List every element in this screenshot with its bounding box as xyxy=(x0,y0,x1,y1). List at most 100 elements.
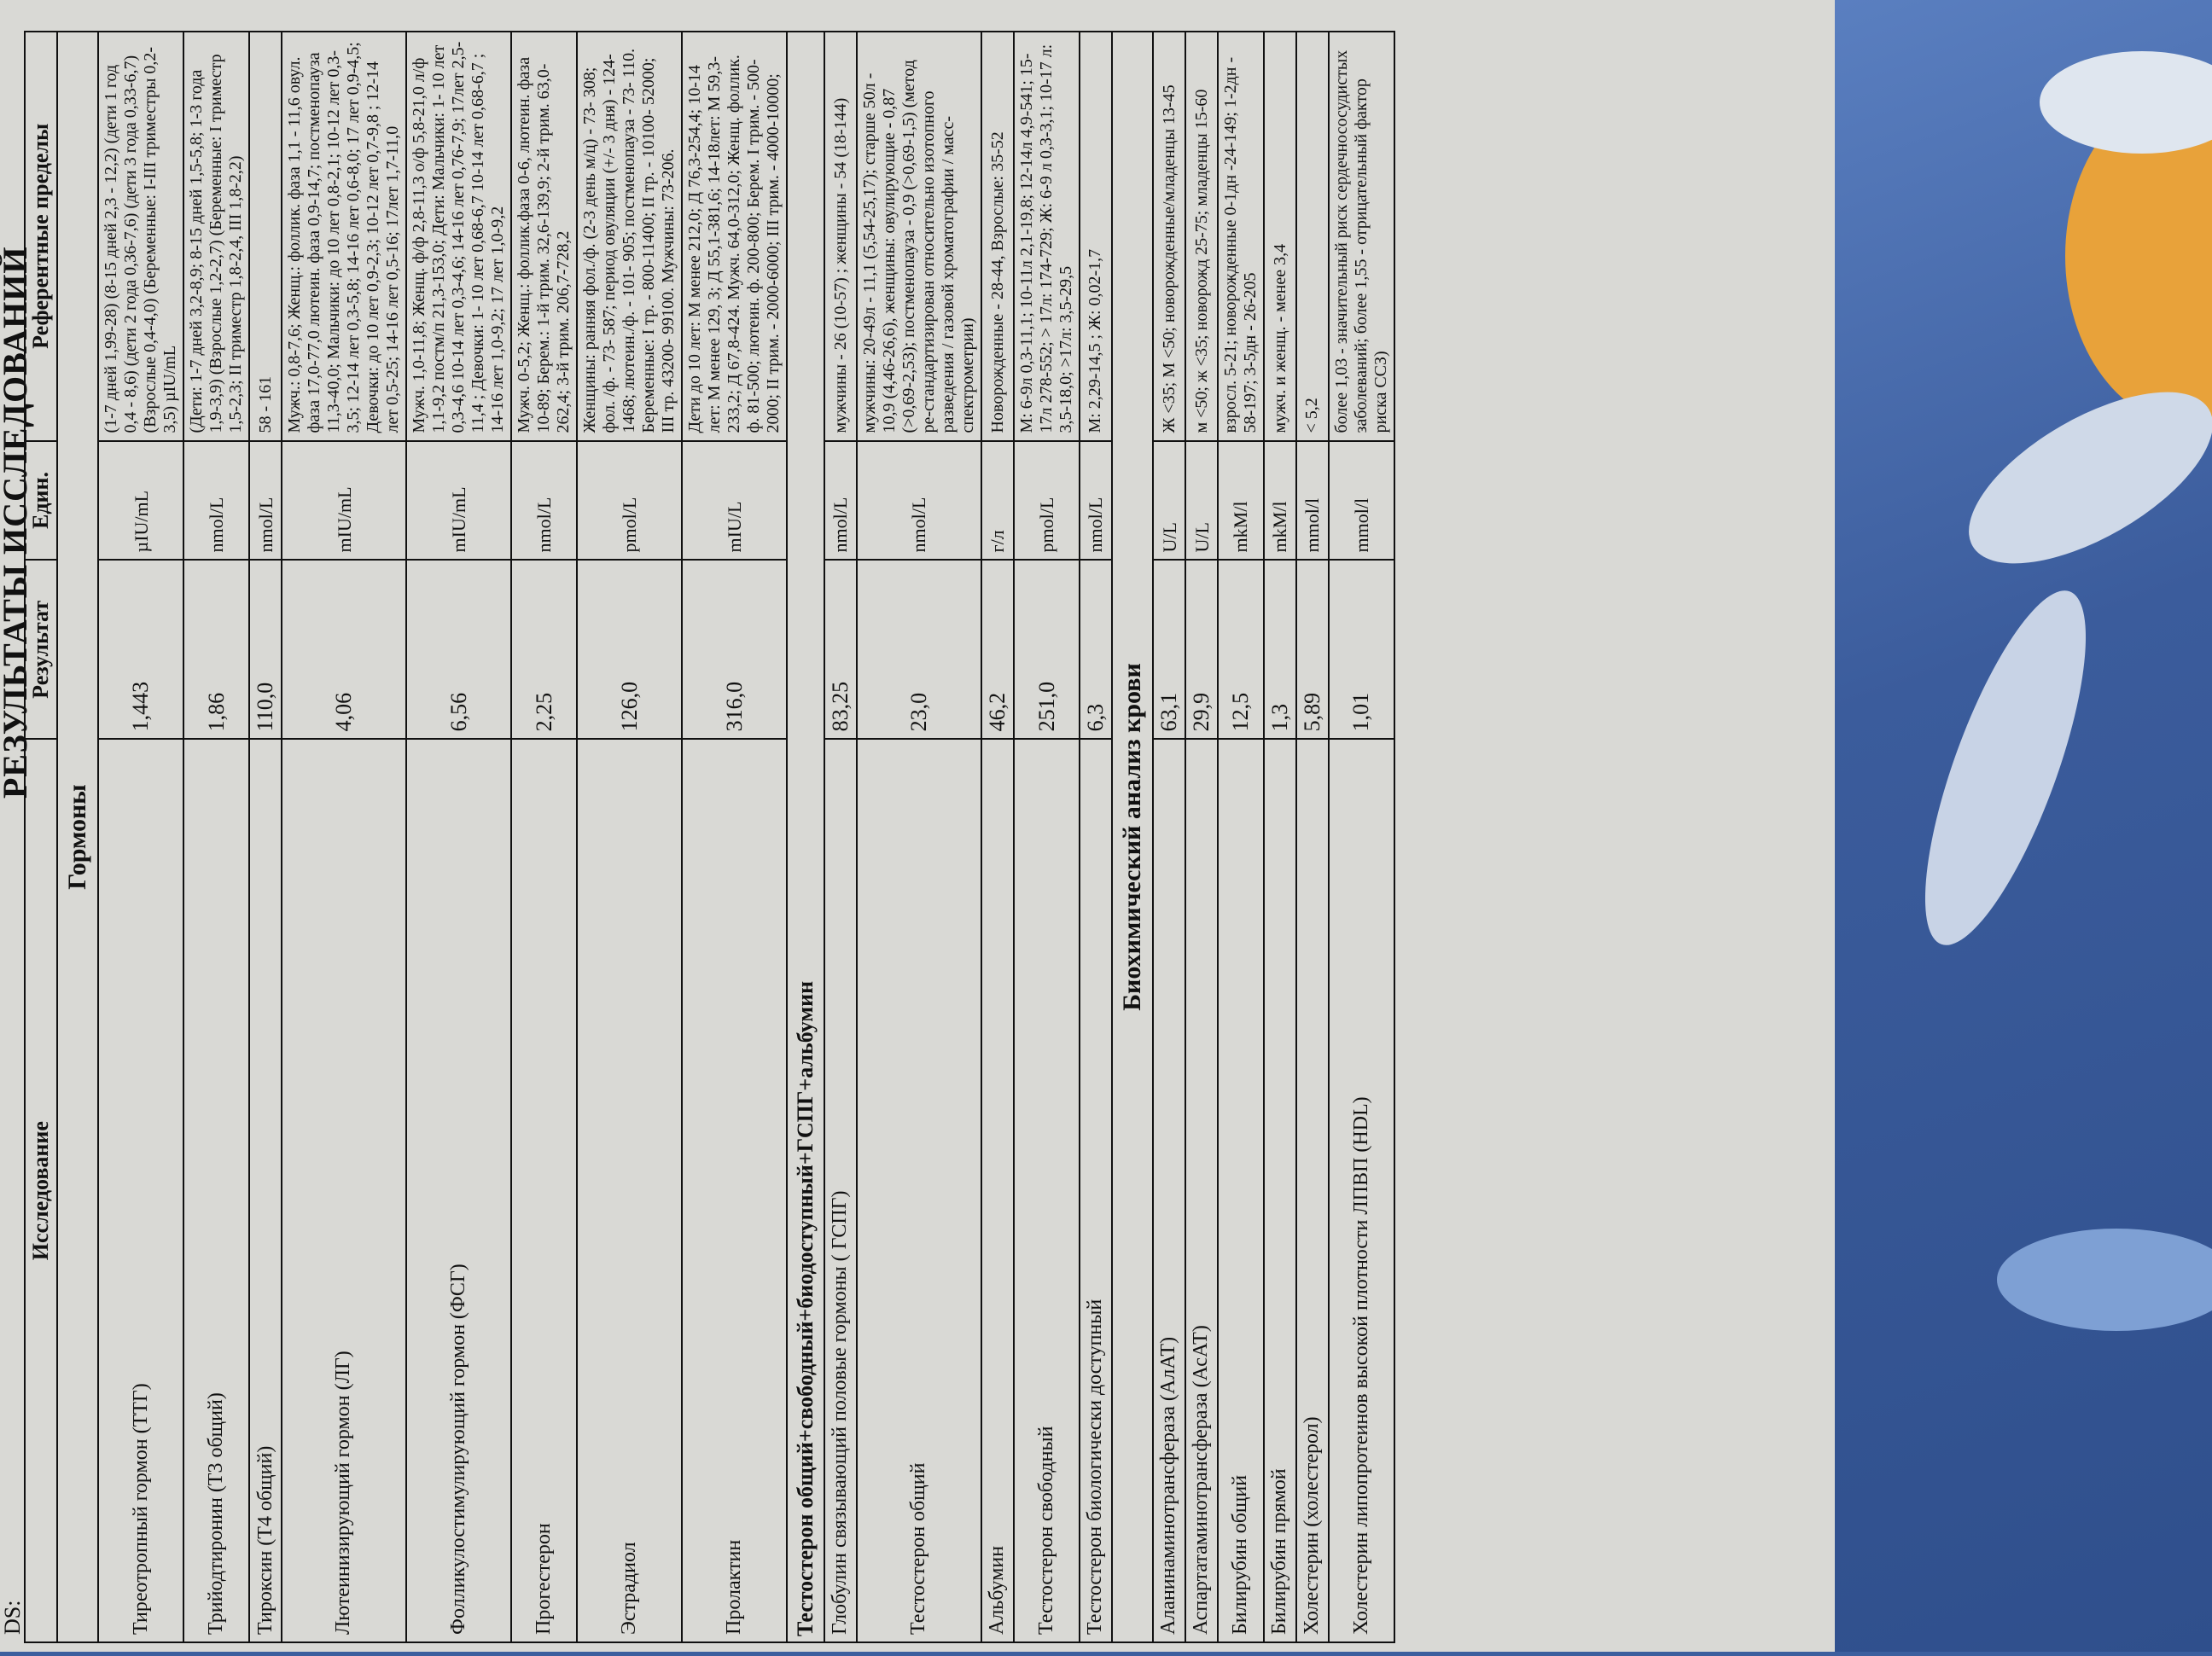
result-row: Глобулин связывающий половые гормоны ( Г… xyxy=(824,32,858,1642)
test-name: Альбумин xyxy=(981,739,1014,1642)
test-name: Тестостерон свободный xyxy=(1013,739,1080,1642)
background-fabric xyxy=(1835,0,2212,1652)
result-row: Тироксин (Т4 общий) 110,0 nmol/L 58 - 161 xyxy=(249,32,282,1642)
paper: DS: РЕЗУЛЬТАТЫ ИССЛЕДОВАНИЙ Исследование… xyxy=(0,0,1835,1652)
test-name: Аланинаминотрансфераза (АлАТ) xyxy=(1153,739,1186,1642)
result-value: 23,0 xyxy=(857,560,982,740)
result-value: 1,01 xyxy=(1328,560,1394,740)
result-row: Тестостерон биологически доступный 6,3 nmo… xyxy=(1079,32,1112,1642)
unit: г/л xyxy=(981,440,1014,561)
result-row: Лютеинизирующий гормон (ЛГ) 4,06 mIU/mL Муж… xyxy=(282,32,407,1642)
result-row: Тестостерон общий 23,0 nmol/L мужчины: 20-4… xyxy=(857,32,982,1642)
result-value: 251,0 xyxy=(1013,560,1080,740)
result-value: 4,06 xyxy=(282,560,407,740)
result-row: Трийодтиронин (Т3 общий) 1,86 nmol/L (Дети:… xyxy=(183,32,250,1642)
reference-range: взросл. 5-21; новорожденные 0-1дн -24-14… xyxy=(1218,32,1265,441)
unit: nmol/L xyxy=(249,440,282,561)
unit: µIU/mL xyxy=(98,440,184,561)
reference-range: более 1,03 - значительный риск сердечнос… xyxy=(1328,32,1394,441)
test-name: Холестерин липопротеинов высокой плотнос… xyxy=(1328,739,1394,1642)
reference-range: М: 2,29-14,5 ; Ж: 0,02-1,7 xyxy=(1079,32,1112,441)
reference-range: Женщины: ранняя фол./ф. (2-3 день м/ц) -… xyxy=(577,32,683,441)
result-row: Прогестерон 2,25 nmol/L Мужч. 0-5,2; Женщ.:… xyxy=(511,32,578,1642)
unit: pmol/L xyxy=(1013,440,1080,561)
reference-range: Ж <35; М <50; новорожденные/младенцы 13-… xyxy=(1153,32,1186,441)
reference-range: (Дети: 1-7 дней 3,2-8,9; 8-15 дней 1,5-5… xyxy=(183,32,250,441)
reference-range: Новорожденные - 28-44, Взрослые: 35-52 xyxy=(981,32,1014,441)
result-row: Холестерин липопротеинов высокой плотнос… xyxy=(1328,32,1394,1642)
test-name: Билирубин прямой xyxy=(1264,739,1297,1642)
result-row: Холестерин (холестерол) 5,89 mmol/l < 5,2 xyxy=(1296,32,1329,1642)
test-name: Трийодтиронин (Т3 общий) xyxy=(183,739,250,1642)
result-row: Аланинаминотрансфераза (АлАТ) 63,1 U/L Ж <3… xyxy=(1153,32,1186,1642)
result-value: 29,9 xyxy=(1185,560,1219,740)
result-value: 110,0 xyxy=(249,560,282,740)
result-value: 6,56 xyxy=(406,560,512,740)
result-row: Тестостерон свободный 251,0 pmol/L М: 6-9л … xyxy=(1013,32,1080,1642)
result-row: Эстрадиол 126,0 pmol/L Женщины: ранняя фол.… xyxy=(577,32,683,1642)
result-row: Билирубин общий 12,5 mkM/l взросл. 5-21; но… xyxy=(1218,32,1265,1642)
section-title: Гормоны xyxy=(56,32,99,1642)
unit: mmol/l xyxy=(1328,440,1394,561)
test-name: Холестерин (холестерол) xyxy=(1296,739,1329,1642)
section-title: Тестостерон общий+свободный+биодоступный… xyxy=(787,32,825,1642)
unit: pmol/L xyxy=(577,440,683,561)
test-name: Аспартатаминотрансфераза (АсАТ) xyxy=(1185,739,1219,1642)
reference-range: Дети до 10 лет: М менее 212,0; Д 76,3-25… xyxy=(682,32,788,441)
reference-range: м <50; ж <35; новорожд 25-75; младенцы 1… xyxy=(1185,32,1219,441)
unit: mIU/L xyxy=(682,440,788,561)
unit: U/L xyxy=(1153,440,1186,561)
result-value: 316,0 xyxy=(682,560,788,740)
result-value: 5,89 xyxy=(1296,560,1329,740)
section-row: Биохимический анализ крови xyxy=(1111,32,1154,1642)
result-row: Тиреотропный гормон (ТТГ) 1,443 µIU/mL (1-7… xyxy=(98,32,184,1642)
unit: nmol/L xyxy=(857,440,982,561)
result-row: Аспартатаминотрансфераза (АсАТ) 29,9 U/L м … xyxy=(1185,32,1219,1642)
column-header: Результат xyxy=(25,560,57,740)
result-value: 1,3 xyxy=(1264,560,1297,740)
reference-range: 58 - 161 xyxy=(249,32,282,441)
test-name: Лютеинизирующий гормон (ЛГ) xyxy=(282,739,407,1642)
result-row: Альбумин 46,2 г/л Новорожденные - 28-44, Вз… xyxy=(981,32,1014,1642)
unit: mkM/l xyxy=(1218,440,1265,561)
section-title: Биохимический анализ крови xyxy=(1111,32,1154,1642)
unit: nmol/L xyxy=(511,440,578,561)
result-value: 2,25 xyxy=(511,560,578,740)
result-value: 63,1 xyxy=(1153,560,1186,740)
section-row: Гормоны xyxy=(56,32,99,1642)
result-value: 46,2 xyxy=(981,560,1014,740)
flower-center xyxy=(2065,85,2212,427)
result-value: 6,3 xyxy=(1079,560,1112,740)
document: DS: РЕЗУЛЬТАТЫ ИССЛЕДОВАНИЙ Исследование… xyxy=(0,31,1395,1643)
result-value: 1,86 xyxy=(183,560,250,740)
column-header: Исследование xyxy=(25,739,57,1642)
column-header: Референтные пределы xyxy=(25,32,57,441)
result-row: Пролактин 316,0 mIU/L Дети до 10 лет: М мен… xyxy=(682,32,788,1642)
reference-range: М: 6-9л 0,3-11,1; 10-11л 2,1-19,8; 12-14… xyxy=(1013,32,1080,441)
test-name: Тироксин (Т4 общий) xyxy=(249,739,282,1642)
test-name: Прогестерон xyxy=(511,739,578,1642)
unit: mmol/l xyxy=(1296,440,1329,561)
reference-range: Мужч. 1,0-11,8; Женщ. ф/ф 2,8-11,3 о/ф 5… xyxy=(406,32,512,441)
unit: nmol/L xyxy=(1079,440,1112,561)
test-name: Тестостерон биологически доступный xyxy=(1079,739,1112,1642)
reference-range: Мужч.: 0,8-7,6; Женщ.: фоллик. фаза 1,1 … xyxy=(282,32,407,441)
result-value: 1,443 xyxy=(98,560,184,740)
result-row: Билирубин прямой 1,3 mkM/l мужч. и женщ. - … xyxy=(1264,32,1297,1642)
test-name: Билирубин общий xyxy=(1218,739,1265,1642)
unit: mkM/l xyxy=(1264,440,1297,561)
unit: nmol/L xyxy=(824,440,858,561)
test-name: Тестостерон общий xyxy=(857,739,982,1642)
reference-range: < 5,2 xyxy=(1296,32,1329,441)
results-table: Исследование Результат Един. Референтные пр… xyxy=(24,31,1395,1643)
result-value: 12,5 xyxy=(1218,560,1265,740)
test-name: Глобулин связывающий половые гормоны ( Г… xyxy=(824,739,858,1642)
result-value: 126,0 xyxy=(577,560,683,740)
result-value: 83,25 xyxy=(824,560,858,740)
unit: mIU/mL xyxy=(282,440,407,561)
petal xyxy=(1997,1229,2212,1331)
fabric-pattern xyxy=(1924,51,2212,1331)
reference-range: (1-7 дней 1,99-28) (8-15 дней 2,3 - 12,2… xyxy=(98,32,184,441)
section-row: Тестостерон общий+свободный+биодоступный… xyxy=(787,32,825,1642)
